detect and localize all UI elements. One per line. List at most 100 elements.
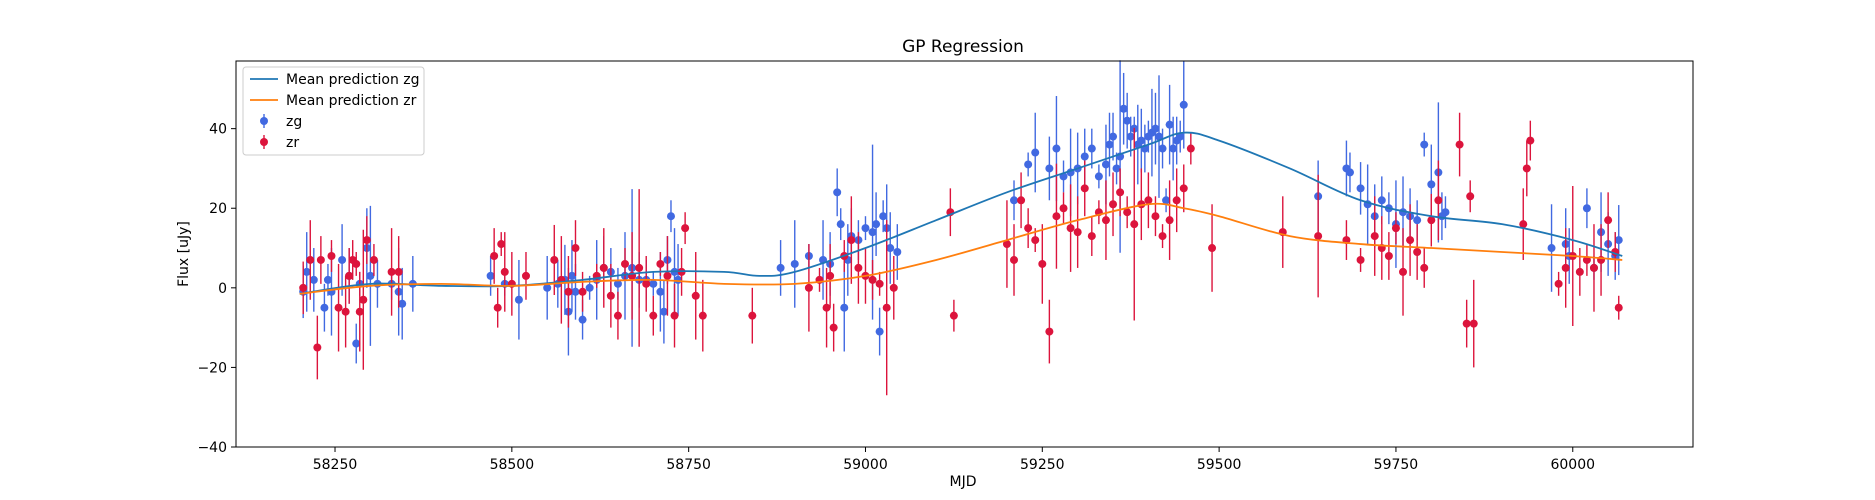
x-tick-label: 58250 — [313, 457, 358, 473]
legend-marker-swatch — [260, 117, 268, 125]
data-point — [1441, 208, 1450, 217]
data-point — [1155, 132, 1164, 141]
plot-area — [299, 60, 1623, 396]
data-point — [1073, 228, 1082, 237]
data-point — [1130, 220, 1139, 229]
data-point — [567, 271, 576, 280]
data-point — [486, 271, 495, 280]
data-point — [1462, 319, 1471, 328]
data-point — [585, 283, 594, 292]
data-point — [886, 244, 895, 253]
data-point — [1059, 204, 1068, 213]
data-point — [836, 220, 845, 229]
data-point — [362, 236, 371, 245]
data-point — [493, 303, 502, 312]
data-point — [893, 248, 902, 257]
data-point — [829, 323, 838, 332]
x-tick-label: 59750 — [1374, 457, 1419, 473]
chart-title: GP Regression — [902, 37, 1024, 57]
data-point — [1208, 244, 1217, 253]
legend-marker-swatch — [260, 138, 268, 146]
data-point — [1045, 327, 1054, 336]
legend-label: zg — [286, 114, 302, 130]
data-point — [868, 228, 877, 237]
data-point — [621, 259, 630, 268]
data-point — [1038, 259, 1047, 268]
data-point — [1158, 144, 1167, 153]
axes-frame — [235, 60, 1694, 448]
data-point — [1024, 160, 1033, 169]
data-point — [341, 307, 350, 316]
data-point — [1356, 184, 1365, 193]
data-point — [681, 224, 690, 233]
data-point — [1087, 144, 1096, 153]
data-point — [1109, 132, 1118, 141]
data-point — [578, 315, 587, 324]
data-point — [1176, 132, 1185, 141]
data-point — [822, 303, 831, 312]
data-point — [666, 212, 675, 221]
data-point — [1116, 188, 1125, 197]
data-point — [1126, 132, 1135, 141]
data-point — [571, 287, 580, 296]
data-point — [1144, 196, 1153, 205]
data-point — [804, 283, 813, 292]
data-point — [1052, 144, 1061, 153]
data-point — [1169, 144, 1178, 153]
data-point — [309, 275, 318, 284]
data-point — [1614, 236, 1623, 245]
data-point — [1101, 160, 1110, 169]
data-point — [613, 279, 622, 288]
data-point — [659, 307, 668, 316]
y-tick-label: −20 — [197, 360, 227, 376]
data-point — [1101, 216, 1110, 225]
data-point — [670, 311, 679, 320]
x-axis-label: MJD — [950, 474, 977, 490]
data-point — [1589, 263, 1598, 272]
data-point — [613, 311, 622, 320]
data-point — [1466, 192, 1475, 201]
data-point — [490, 251, 499, 260]
data-point — [1137, 136, 1146, 145]
data-point — [1162, 196, 1171, 205]
data-point — [338, 255, 347, 264]
data-point — [316, 255, 325, 264]
data-point — [776, 263, 785, 272]
data-point — [1024, 224, 1033, 233]
data-point — [649, 311, 658, 320]
data-point — [578, 287, 587, 296]
data-point — [949, 311, 958, 320]
data-point — [1066, 224, 1075, 233]
data-point — [1158, 232, 1167, 241]
data-point — [1384, 251, 1393, 260]
data-point — [1031, 148, 1040, 157]
data-point — [875, 279, 884, 288]
data-point — [1413, 216, 1422, 225]
data-point — [1087, 232, 1096, 241]
zr-points — [299, 112, 1623, 396]
legend-label: Mean prediction zg — [286, 72, 420, 88]
data-point — [1186, 144, 1195, 153]
data-point — [1094, 172, 1103, 181]
data-point — [861, 224, 870, 233]
data-point — [1151, 212, 1160, 221]
data-point — [833, 188, 842, 197]
y-axis: −40 −20 0 20 40 — [197, 122, 236, 456]
data-point — [1165, 216, 1174, 225]
x-tick-label: 59250 — [1020, 457, 1065, 473]
data-point — [847, 236, 856, 245]
data-point — [663, 271, 672, 280]
x-tick-label: 60000 — [1550, 457, 1595, 473]
data-point — [1575, 267, 1584, 276]
data-point — [748, 311, 757, 320]
data-point — [1614, 303, 1623, 312]
x-tick-label: 59500 — [1197, 457, 1242, 473]
data-point — [313, 343, 322, 352]
data-point — [1017, 196, 1026, 205]
legend-box — [242, 66, 425, 156]
data-point — [1031, 236, 1040, 245]
y-tick-label: −40 — [197, 440, 227, 456]
data-point — [1010, 196, 1019, 205]
y-axis-label: Flux [uJy] — [176, 221, 192, 287]
data-point — [872, 220, 881, 229]
